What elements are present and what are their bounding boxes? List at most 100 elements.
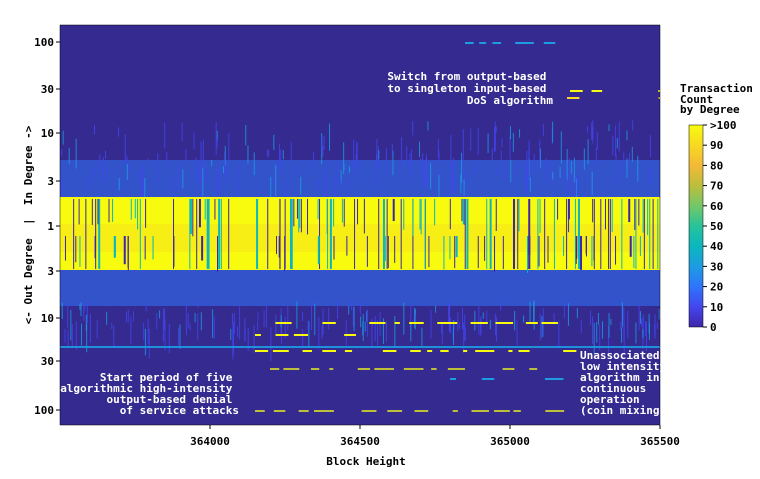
heatmap-cell: [608, 124, 610, 132]
colorbar-tick-label: 70: [710, 180, 723, 193]
heatmap-cell: [403, 302, 405, 335]
heatmap-cell: [127, 236, 129, 268]
heatmap-cell: [327, 199, 329, 269]
heatmap-cell: [289, 199, 292, 269]
heatmap-cell: [394, 236, 396, 263]
heatmap-cell: [352, 306, 354, 327]
heatmap-cell: [366, 310, 368, 322]
heatmap-cell: [420, 157, 422, 178]
band-core-mid: [60, 224, 660, 252]
heatmap-cell: [164, 308, 166, 331]
heatmap-cell: [230, 328, 232, 341]
heatmap-cell: [644, 321, 646, 337]
heatmap-cell: [463, 322, 465, 354]
heatmap-cell: [412, 199, 414, 236]
heatmap-cell: [369, 322, 386, 324]
heatmap-cell: [441, 321, 443, 334]
heatmap-cell: [371, 318, 373, 347]
heatmap-cell: [435, 305, 437, 313]
heatmap-cell: [137, 199, 139, 230]
heatmap-cell: [382, 350, 397, 352]
heatmap-cell: [299, 199, 301, 228]
colorbar-tick-label: 90: [710, 139, 723, 152]
heatmap-cell: [403, 368, 424, 370]
heatmap-cell: [526, 150, 528, 185]
heatmap-cell: [525, 322, 538, 324]
heatmap-cell: [509, 136, 511, 159]
heatmap-cell: [134, 199, 136, 219]
heatmap-cell: [355, 154, 357, 179]
heatmap-cell: [211, 160, 213, 167]
heatmap-cell: [608, 326, 610, 353]
heatmap-cell: [421, 327, 423, 348]
heatmap-cell: [650, 134, 652, 158]
heatmap-cell: [139, 199, 141, 269]
heatmap-cell: [310, 368, 320, 370]
heatmap-cell: [635, 199, 637, 269]
heatmap-cell: [111, 322, 113, 330]
heatmap-cell: [464, 199, 466, 269]
heatmap-cell: [364, 321, 366, 332]
heatmap-cell: [489, 199, 492, 269]
heatmap-cell: [528, 199, 530, 269]
heatmap-cell: [323, 167, 325, 200]
heatmap-cell: [578, 199, 581, 269]
heatmap-cell: [591, 171, 593, 195]
heatmap-cell: [321, 136, 323, 155]
heatmap-cell: [639, 311, 641, 324]
heatmap-cell: [471, 410, 490, 412]
heatmap-cell: [366, 236, 368, 267]
heatmap-cell: [462, 129, 464, 164]
heatmap-cell: [362, 321, 364, 336]
heatmap-cell: [387, 236, 389, 269]
heatmap-cell: [273, 134, 275, 151]
heatmap-cell: [570, 160, 572, 174]
annotation-dos-start: Start period of five algorithmic high-in…: [60, 371, 239, 417]
heatmap-cell: [178, 327, 180, 346]
band-out-degree-3-5: [60, 268, 660, 306]
y-tick-label-out: 30: [41, 355, 54, 368]
heatmap-cell: [181, 122, 183, 142]
heatmap-cell: [477, 236, 479, 269]
heatmap-cell: [495, 199, 497, 231]
heatmap-cell: [193, 132, 195, 150]
heatmap-cell: [282, 150, 284, 160]
heatmap-cell: [378, 150, 380, 160]
heatmap-cell: [61, 302, 63, 319]
heatmap-cell: [276, 236, 278, 255]
heatmap-cell: [560, 131, 562, 164]
colorbar-ticks: >100 90 80 70 60 50 40 30 20 10 0: [703, 119, 737, 334]
y-tick-label-out: 10: [41, 312, 54, 325]
heatmap-cell: [189, 323, 191, 331]
heatmap-cell: [308, 320, 310, 348]
heatmap-cell: [614, 125, 616, 157]
heatmap-cell: [319, 199, 321, 269]
heatmap-cell: [470, 128, 472, 151]
heatmap-cell: [293, 334, 309, 336]
heatmap-cell: [491, 148, 493, 161]
heatmap-cell: [496, 166, 498, 175]
colorbar-gradient: [688, 124, 704, 328]
heatmap-cell: [394, 322, 400, 324]
heatmap-cell: [576, 307, 578, 319]
heatmap-cell: [474, 310, 476, 331]
heatmap-cell: [67, 329, 69, 348]
heatmap-cell: [145, 199, 147, 228]
heatmap-cell: [526, 236, 528, 273]
heatmap-cell: [102, 156, 104, 183]
heatmap-cell: [600, 199, 602, 269]
heatmap-cell: [62, 130, 64, 145]
heatmap-cell: [94, 124, 96, 135]
annotation-dos-switch: Switch from output-based to singleton in…: [387, 70, 553, 107]
heatmap-cell: [343, 199, 345, 227]
core-streaks: [64, 199, 659, 273]
heatmap-cell: [302, 350, 313, 352]
heatmap-cell: [141, 178, 143, 201]
heatmap-cell: [632, 120, 634, 131]
y-tick-label-in: 100: [34, 36, 54, 49]
heatmap-cell: [609, 199, 611, 269]
heatmap-cell: [517, 199, 519, 269]
heatmap-cell: [247, 145, 249, 164]
heatmap-cell: [425, 175, 427, 189]
heatmap-cell: [128, 163, 130, 171]
